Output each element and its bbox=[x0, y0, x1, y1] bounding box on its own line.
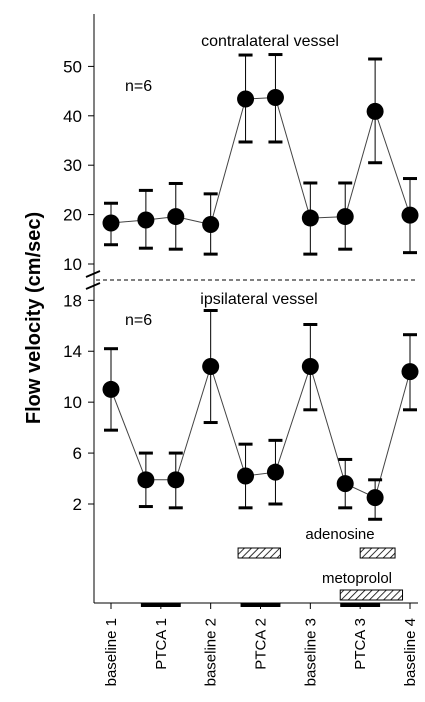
x-category-label: baseline 2 bbox=[203, 618, 220, 686]
y-tick-label: 10 bbox=[63, 255, 82, 274]
series-line-ipsilateral bbox=[110, 364, 411, 499]
x-category-label: PTCA 2 bbox=[253, 618, 270, 670]
x-category-label: baseline 3 bbox=[302, 618, 319, 686]
data-point bbox=[266, 89, 284, 107]
y-tick-label: 30 bbox=[63, 156, 82, 175]
data-point bbox=[102, 380, 120, 398]
y-tick-label: 6 bbox=[73, 444, 82, 463]
data-point bbox=[366, 102, 384, 120]
data-point bbox=[336, 475, 354, 493]
data-point bbox=[167, 471, 185, 489]
data-point bbox=[301, 209, 319, 227]
y-tick-label: 50 bbox=[63, 57, 82, 76]
y-tick-label: 2 bbox=[73, 495, 82, 514]
data-point bbox=[202, 215, 220, 233]
data-point bbox=[301, 358, 319, 376]
series-line-contralateral bbox=[110, 96, 411, 226]
data-point bbox=[102, 214, 120, 232]
metoprolol-label: metoprolol bbox=[322, 570, 392, 587]
data-point bbox=[237, 467, 255, 485]
data-point bbox=[266, 463, 284, 481]
data-point bbox=[336, 208, 354, 226]
data-point bbox=[401, 363, 419, 381]
axis-break-mark-upper bbox=[85, 270, 101, 278]
contralateral-panel-title: contralateral vessel bbox=[201, 33, 339, 50]
data-point bbox=[237, 90, 255, 108]
y-tick-label: 20 bbox=[63, 206, 82, 225]
axis-break-mark-lower bbox=[85, 282, 101, 290]
y-tick-label: 18 bbox=[63, 291, 82, 310]
x-category-label: baseline 4 bbox=[402, 618, 419, 686]
x-category-label: PTCA 1 bbox=[153, 618, 170, 670]
data-point bbox=[167, 208, 185, 226]
data-point bbox=[137, 211, 155, 229]
y-axis-label: Flow velocity (cm/sec) bbox=[23, 212, 45, 424]
adenosine-label: adenosine bbox=[305, 526, 374, 543]
ipsilateral-panel-title: ipsilateral vessel bbox=[200, 291, 317, 308]
data-point bbox=[366, 489, 384, 507]
y-tick-label: 40 bbox=[63, 107, 82, 126]
data-point bbox=[137, 471, 155, 489]
y-tick-label: 14 bbox=[63, 342, 82, 361]
metoprolol-bar bbox=[339, 589, 404, 601]
adenosine-bar bbox=[237, 547, 281, 559]
data-point bbox=[401, 206, 419, 224]
data-point bbox=[202, 358, 220, 376]
x-category-label: PTCA 3 bbox=[352, 618, 369, 670]
ipsilateral-n-label: n=6 bbox=[125, 312, 152, 329]
adenosine-bar bbox=[359, 547, 396, 559]
contralateral-n-label: n=6 bbox=[125, 78, 152, 95]
y-tick-label: 10 bbox=[63, 393, 82, 412]
x-category-label: baseline 1 bbox=[103, 618, 120, 686]
